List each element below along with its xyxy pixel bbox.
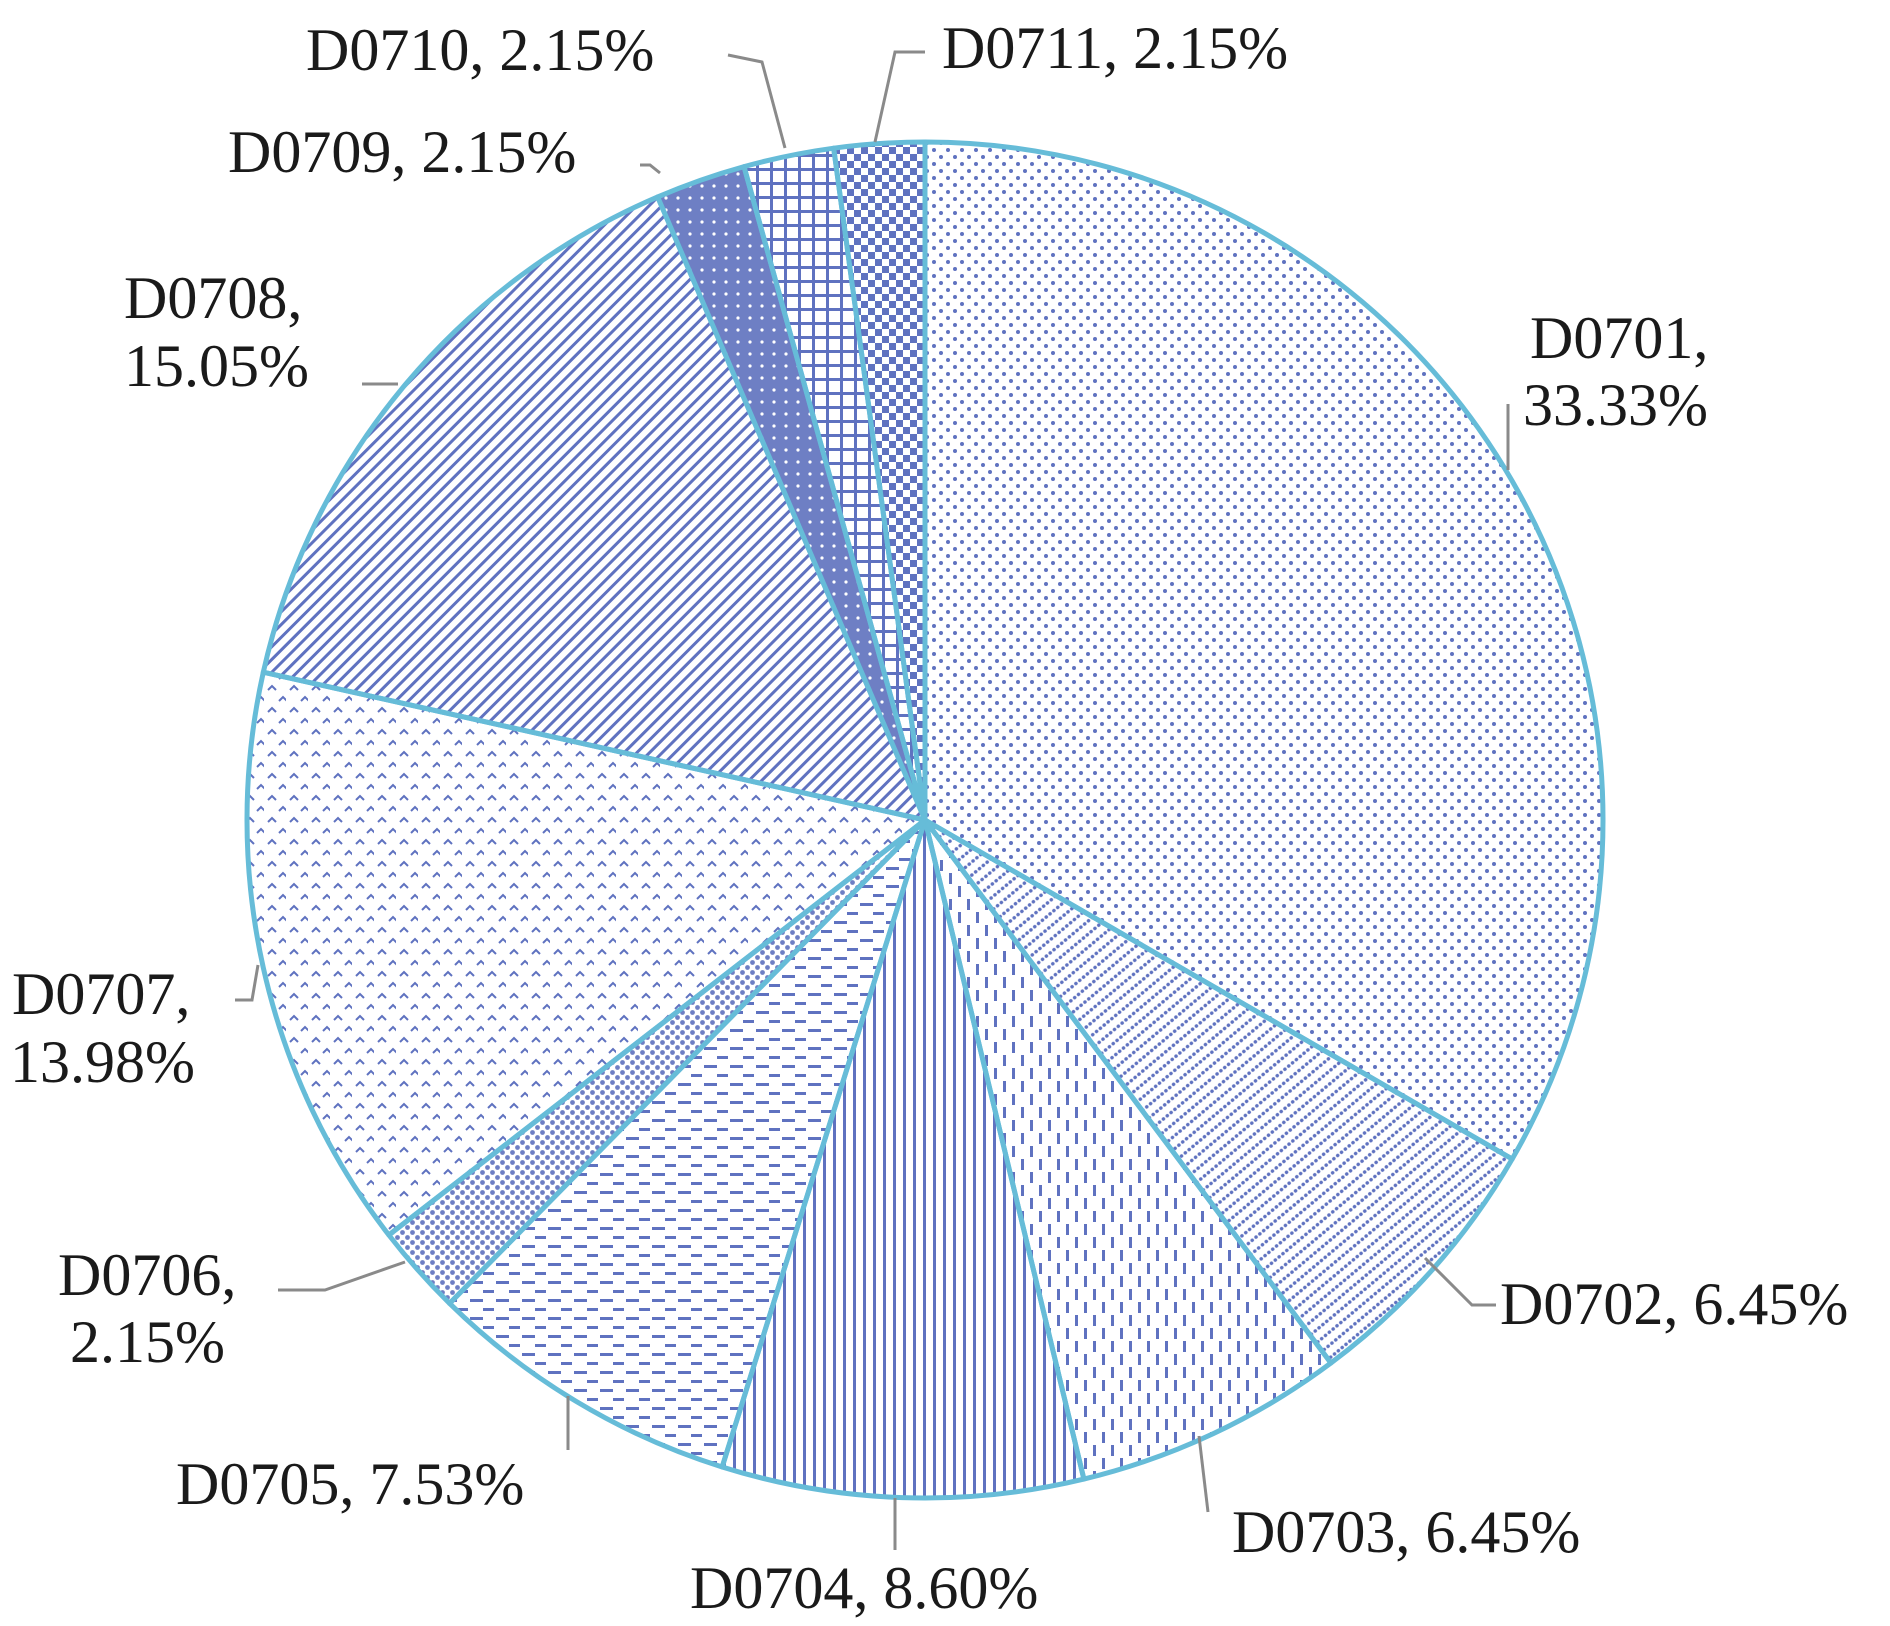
slice-label-d0711: D0711, 2.15% <box>942 15 1288 81</box>
slice-labels: D0701,33.33% D0702, 6.45% D0703, 6.45% D070… <box>10 15 1848 1621</box>
slice-name-d0706: D0706, <box>58 1242 236 1308</box>
slice-label-d0702: D0702, 6.45% <box>1500 1271 1848 1337</box>
slice-value-d0701: 33.33% <box>1523 372 1708 438</box>
leader-line-d0709 <box>640 163 661 175</box>
pie-slice-d0702 <box>922 817 1515 1366</box>
slice-label-d0704: D0704, 8.60% <box>690 1555 1038 1621</box>
leader-line-d0707 <box>235 964 260 1002</box>
slice-label-d0705: D0705, 7.53% <box>176 1451 524 1517</box>
pie-slice-d0707 <box>244 669 928 1238</box>
pie-slice-d0701 <box>922 139 1606 1162</box>
pie-slices <box>244 139 1606 1501</box>
pie-slice-d0705 <box>447 817 928 1470</box>
slice-name-d0701: D0701, <box>1530 305 1708 371</box>
slice-label-d0710: D0710, 2.15% <box>306 17 654 83</box>
slice-name-d0707: D0707, <box>12 961 190 1027</box>
slice-name-d0708: D0708, <box>124 265 302 331</box>
slice-value-d0706: 2.15% <box>70 1309 225 1375</box>
leader-line-d0703 <box>1197 1435 1210 1513</box>
leader-line-d0711 <box>873 50 925 143</box>
leader-line-d0702 <box>1423 1256 1496 1307</box>
pie-slice-d0704 <box>719 817 1087 1501</box>
leader-lines <box>235 50 1510 1550</box>
leader-line-d0706 <box>278 1260 406 1292</box>
slice-value-d0708: 15.05% <box>124 333 309 399</box>
slice-label-d0703: D0703, 6.45% <box>1232 1499 1580 1565</box>
slice-label-d0709: D0709, 2.15% <box>228 119 576 185</box>
pie-slice-d0708 <box>260 194 928 823</box>
slice-value-d0707: 13.98% <box>10 1029 195 1095</box>
pie-slice-d0711 <box>831 139 928 823</box>
leader-line-d0710 <box>727 53 787 149</box>
pie-slice-d0703 <box>922 817 1334 1482</box>
